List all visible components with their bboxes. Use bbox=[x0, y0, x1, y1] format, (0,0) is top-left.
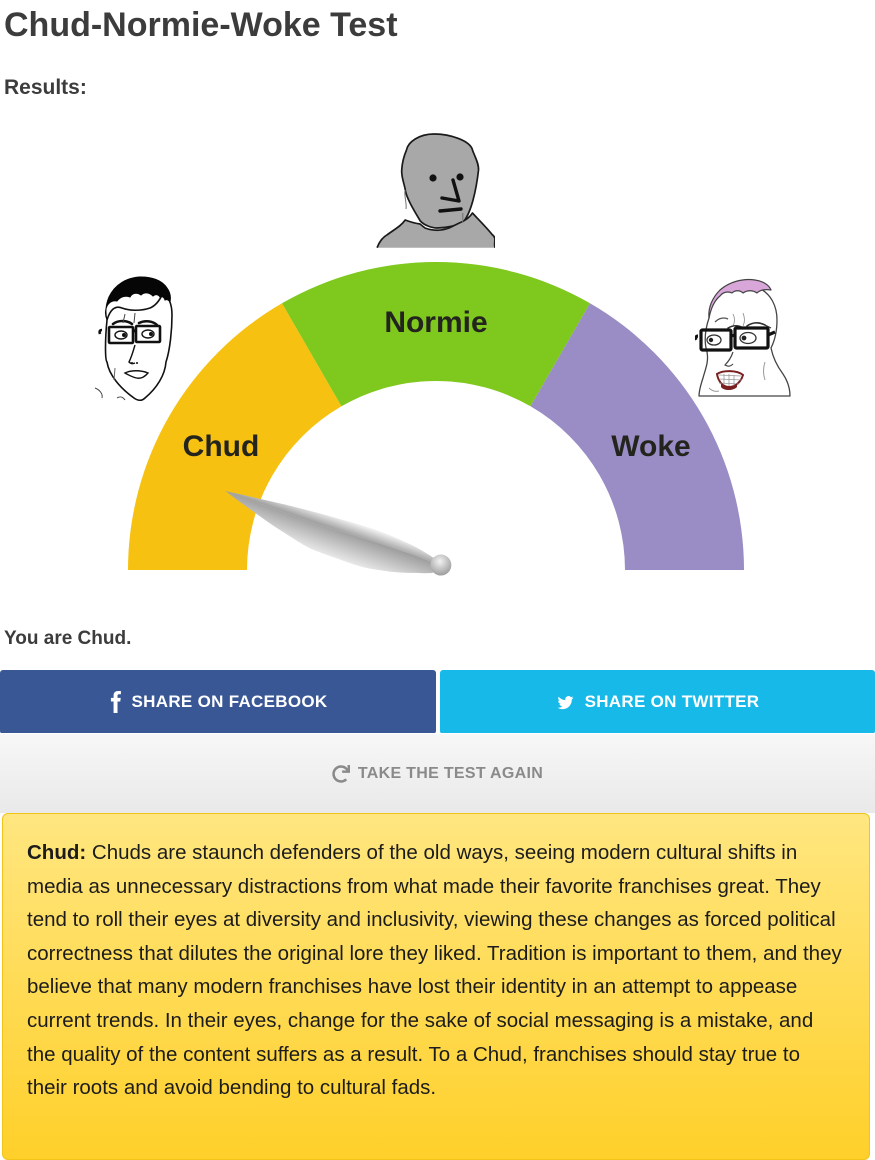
svg-text:Normie: Normie bbox=[384, 306, 487, 339]
svg-text:Woke: Woke bbox=[611, 430, 690, 463]
svg-text:Chud: Chud bbox=[183, 430, 260, 463]
